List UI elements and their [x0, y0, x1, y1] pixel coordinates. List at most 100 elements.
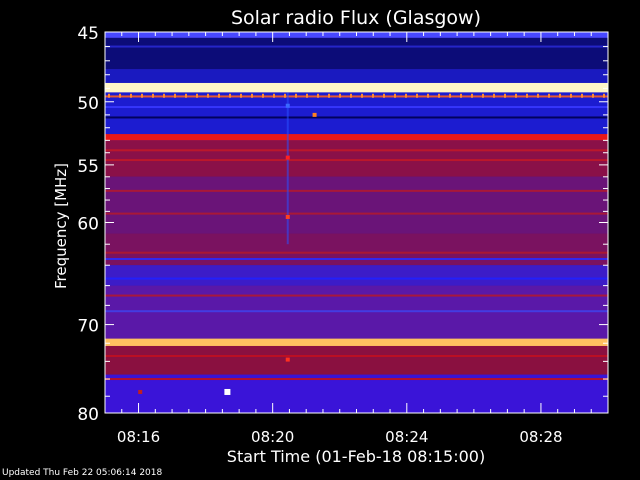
- y-axis-label-unit: [MHz]: [52, 163, 70, 207]
- spectrum-line: [105, 159, 608, 162]
- rfi-dot: [262, 93, 264, 98]
- rfi-dot: [350, 93, 352, 98]
- data-spot: [285, 103, 290, 108]
- spectrum-band: [105, 92, 608, 135]
- rfi-dot: [515, 93, 517, 98]
- rfi-dot: [394, 93, 396, 98]
- spectrum-line: [105, 116, 608, 119]
- spectrum-band: [105, 134, 608, 141]
- spectrum-line: [105, 45, 608, 48]
- data-spot: [138, 389, 143, 394]
- rfi-dot: [108, 93, 110, 98]
- spectrum-band: [105, 265, 608, 286]
- rfi-dot: [218, 93, 220, 98]
- y-axis-label: Frequency [MHz]: [52, 163, 70, 289]
- rfi-dot: [581, 93, 583, 98]
- rfi-dot: [174, 93, 176, 98]
- y-axis-label-text: Frequency: [52, 207, 70, 289]
- y-tick-label: 70: [77, 317, 99, 337]
- rfi-dot: [603, 93, 605, 98]
- y-tick-label: 80: [77, 405, 99, 425]
- updated-timestamp: Updated Thu Feb 22 05:06:14 2018: [2, 468, 163, 478]
- rfi-dot: [438, 93, 440, 98]
- spectrum-line: [105, 189, 608, 192]
- y-tick-label: 60: [77, 215, 99, 235]
- rfi-dot: [328, 93, 330, 98]
- rfi-dot: [449, 93, 451, 98]
- spectrum-line: [105, 277, 608, 280]
- rfi-dot: [526, 93, 528, 98]
- spectrum-line: [105, 310, 608, 313]
- rfi-dot: [119, 93, 121, 98]
- spectrum-line: [105, 294, 608, 297]
- y-tick-label: 50: [77, 94, 99, 114]
- spectrum-line: [105, 251, 608, 254]
- spectrum-line: [105, 257, 608, 260]
- x-tick-label: 08:24: [385, 428, 428, 446]
- rfi-dot: [570, 93, 572, 98]
- rfi-dot: [405, 93, 407, 98]
- rfi-dot: [185, 93, 187, 98]
- rfi-dot: [482, 93, 484, 98]
- data-spot: [285, 357, 290, 362]
- rfi-dot: [471, 93, 473, 98]
- x-axis-label: Start Time (01-Feb-18 08:15:00): [227, 447, 485, 466]
- x-tick-label: 08:20: [251, 428, 294, 446]
- spectrum-band: [105, 345, 608, 375]
- rfi-dot: [130, 93, 132, 98]
- rfi-dot: [372, 93, 374, 98]
- data-spot: [224, 388, 231, 395]
- spectrum-line: [105, 106, 608, 109]
- rfi-dot: [383, 93, 385, 98]
- rfi-dot: [163, 93, 165, 98]
- data-spot: [285, 155, 290, 160]
- spectrum-line: [105, 149, 608, 152]
- axes: 45 50 55 60 70 80 08:16 08:20 08:24 08:28: [77, 24, 609, 446]
- rfi-dot: [427, 93, 429, 98]
- spectrum-line: [105, 212, 608, 215]
- rfi-dot: [240, 93, 242, 98]
- rfi-dot: [207, 93, 209, 98]
- rfi-dot: [273, 93, 275, 98]
- chart-title: Solar radio Flux (Glasgow): [231, 7, 481, 29]
- rfi-dot: [460, 93, 462, 98]
- spectrum-line: [105, 378, 608, 381]
- spectrum-band: [105, 374, 608, 413]
- spectrum-band: [105, 176, 608, 234]
- rfi-dot: [537, 93, 539, 98]
- rfi-dot: [284, 93, 286, 98]
- spectrum-band: [105, 233, 608, 266]
- rfi-dot: [361, 93, 363, 98]
- x-tick-label: 08:28: [519, 428, 562, 446]
- spectrum-band: [105, 37, 608, 70]
- rfi-dot: [504, 93, 506, 98]
- data-spot: [285, 214, 290, 219]
- spectrum-band: [105, 82, 608, 93]
- rfi-dot: [493, 93, 495, 98]
- rfi-dot: [306, 93, 308, 98]
- rfi-dot: [295, 93, 297, 98]
- rfi-dot: [339, 93, 341, 98]
- rfi-dot: [416, 93, 418, 98]
- spectrum-line: [105, 95, 608, 98]
- spectrum-band: [105, 338, 608, 346]
- plot-area: [105, 32, 608, 413]
- rfi-dot: [559, 93, 561, 98]
- rfi-dot: [592, 93, 594, 98]
- y-tick-label: 45: [77, 24, 99, 44]
- rfi-dot: [152, 93, 154, 98]
- spectrum-line: [105, 354, 608, 357]
- burst-trace: [286, 92, 289, 245]
- spectrum-band: [105, 69, 608, 83]
- rfi-dot: [229, 93, 231, 98]
- rfi-dot: [141, 93, 143, 98]
- x-tick-label: 08:16: [117, 428, 160, 446]
- rfi-dot: [317, 93, 319, 98]
- rfi-dot: [196, 93, 198, 98]
- data-spot: [312, 112, 317, 117]
- y-tick-label: 55: [77, 157, 99, 177]
- spectrum-band: [105, 140, 608, 177]
- rfi-dot: [251, 93, 253, 98]
- rfi-dot: [548, 93, 550, 98]
